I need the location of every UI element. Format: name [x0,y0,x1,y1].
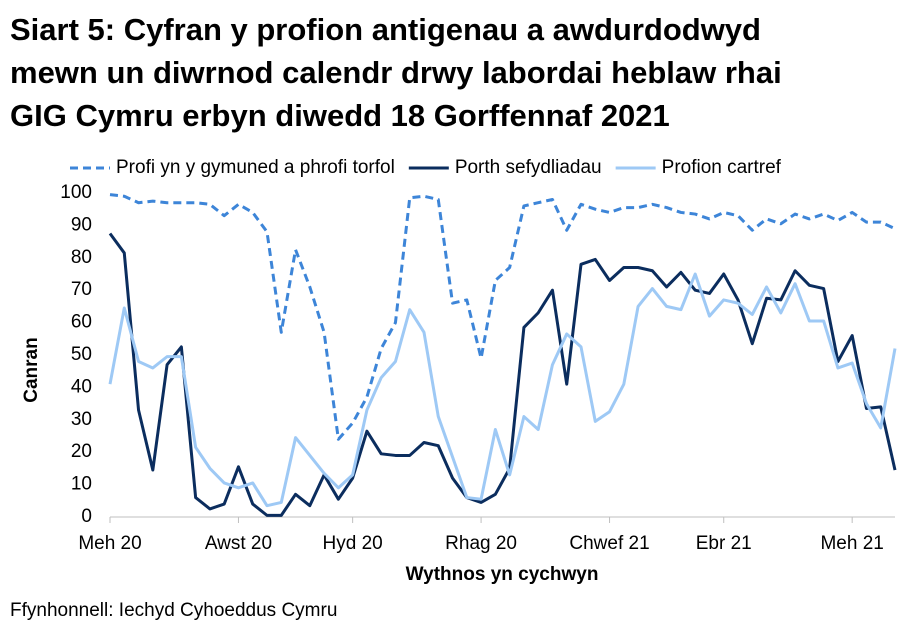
source: Ffynhonnell: Iechyd Cyhoeddus Cymru [10,600,337,621]
y-tick-label: 10 [71,474,92,495]
chart-title: mewn un diwrnod calendr drwy labordai he… [10,55,782,90]
x-tick-label: Hyd 20 [323,533,383,554]
x-tick-label: Awst 20 [205,533,272,554]
y-tick-label: 100 [60,182,92,203]
y-tick-label: 90 [71,214,92,235]
legend-label: Porth sefydliadau [455,157,602,178]
x-axis-title: Wythnos yn cychwyn [406,564,599,585]
y-tick-label: 80 [71,247,92,268]
x-tick-label: Chwef 21 [569,533,649,554]
series-line [109,193,896,441]
y-tick-label: 40 [71,376,92,397]
y-axis-title: Canran [21,337,42,402]
y-tick-label: 50 [71,344,92,365]
y-tick-label: 30 [71,409,92,430]
x-tick-label: Ebr 21 [696,533,752,554]
y-tick-label: 0 [81,506,92,527]
x-tick-label: Meh 20 [78,533,141,554]
chart-title: Siart 5: Cyfran y profion antigenau a aw… [10,12,761,47]
y-tick-label: 60 [71,312,92,333]
series-line [108,272,897,508]
legend-label: Profion cartref [662,157,782,178]
x-tick-label: Meh 21 [820,533,883,554]
x-tick-label: Rhag 20 [445,533,517,554]
legend-label: Profi yn y gymuned a phrofi torfol [116,157,395,178]
y-tick-label: 20 [71,441,92,462]
series-line [108,232,897,517]
y-tick-label: 70 [71,279,92,300]
chart-title: GIG Cymru erbyn diwedd 18 Gorffennaf 202… [10,98,670,133]
